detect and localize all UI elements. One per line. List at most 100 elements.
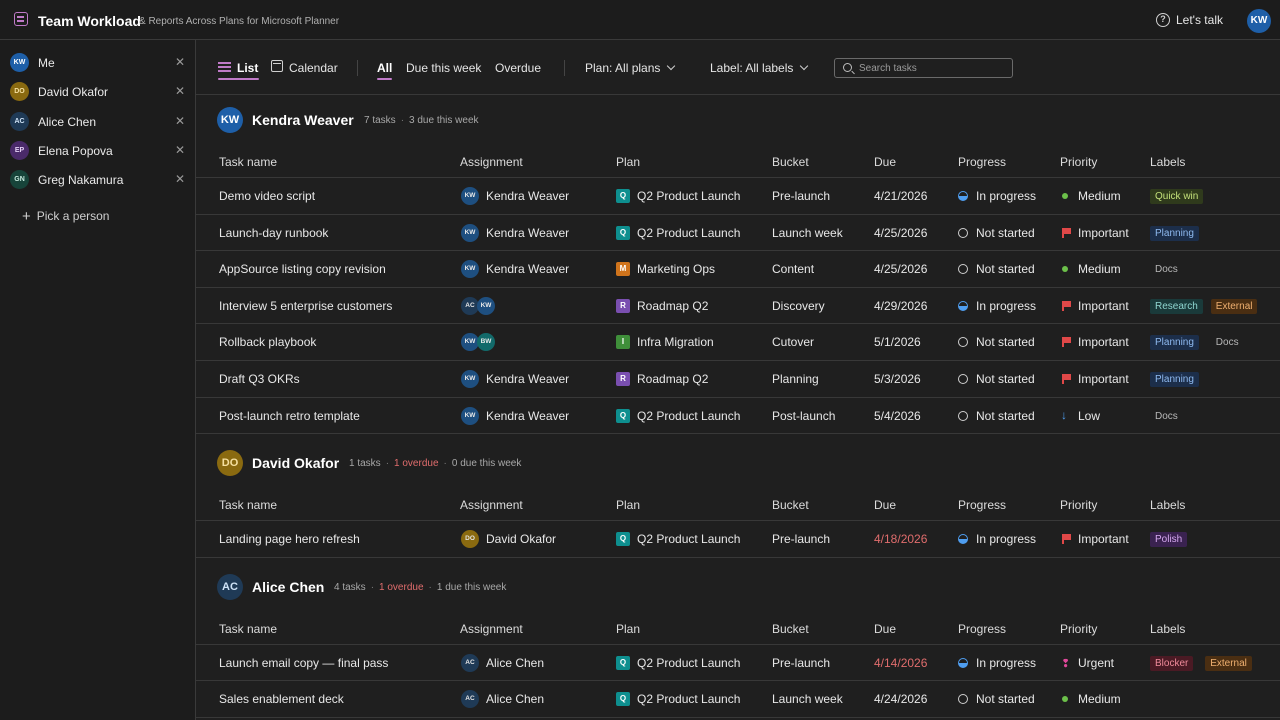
remove-person-icon[interactable]: ✕	[175, 142, 186, 157]
col-task-name-header[interactable]: Task name	[219, 155, 278, 169]
col-plan-header[interactable]: Plan	[616, 155, 641, 169]
due-date: 5/1/2026	[874, 335, 921, 350]
task-row[interactable]: Draft Q3 OKRs KW Kendra Weaver R Roadmap Q2 P…	[196, 361, 1280, 398]
remove-person-icon[interactable]: ✕	[175, 172, 186, 187]
col-plan-header[interactable]: Plan	[616, 621, 641, 636]
remove-person-icon[interactable]: ✕	[175, 84, 186, 99]
due-date: 4/25/2026	[874, 262, 928, 277]
filter-overdue[interactable]: Overdue	[495, 61, 542, 75]
remove-person-icon[interactable]: ✕	[175, 55, 186, 69]
task-name[interactable]: Demo video script	[219, 189, 316, 203]
col-bucket-header[interactable]: Bucket	[772, 621, 809, 636]
col-assignment-header[interactable]: Assignment	[460, 155, 523, 169]
assignee-avatar: AC	[461, 690, 479, 709]
sidebar-person[interactable]: AC Alice Chen ✕	[0, 107, 196, 136]
col-assignment-header[interactable]: Assignment	[460, 621, 523, 636]
col-priority-header[interactable]: Priority	[1060, 621, 1098, 636]
label-filter-dropdown[interactable]: Label: All labels	[710, 61, 809, 75]
col-assignment-header[interactable]: Assignment	[460, 498, 523, 513]
tab-calendar[interactable]: Calendar	[289, 61, 338, 75]
task-name[interactable]: Interview 5 enterprise customers	[219, 298, 393, 313]
plan-name[interactable]: Q2 Product Launch	[637, 225, 741, 240]
plan-name[interactable]: Q2 Product Launch	[637, 655, 741, 670]
task-row[interactable]: Landing page hero refresh DO David Okafor Q…	[196, 521, 1280, 558]
plan-icon: Q	[616, 189, 630, 203]
progress-status: In progress	[976, 298, 1037, 313]
column-header-row: Task name Assignment Plan Bucket Due Progress…	[196, 612, 1280, 645]
plan-name[interactable]: Q2 Product Launch	[637, 408, 741, 423]
plan-name[interactable]: Marketing Ops	[637, 262, 716, 277]
plan-name[interactable]: Q2 Product Launch	[637, 532, 741, 547]
sidebar-person[interactable]: GN Greg Nakamura ✕	[0, 165, 196, 194]
task-name[interactable]: Landing page hero refresh	[219, 532, 360, 547]
due-date: 4/18/2026	[874, 532, 928, 547]
col-progress-header[interactable]: Progress	[958, 155, 1007, 169]
col-bucket-header[interactable]: Bucket	[772, 498, 809, 513]
task-name[interactable]: AppSource listing copy revision	[219, 262, 386, 277]
progress-status: Not started	[976, 262, 1035, 277]
col-bucket-header[interactable]: Bucket	[772, 155, 809, 169]
filter-due-this-week[interactable]: Due this week	[406, 61, 482, 75]
task-row[interactable]: Post-launch retro template KW Kendra Weave…	[196, 398, 1280, 435]
user-avatar[interactable]: KW	[1247, 9, 1271, 33]
col-due-header[interactable]: Due	[874, 498, 897, 513]
task-row[interactable]: AppSource listing copy revision KW Kendra …	[196, 251, 1280, 288]
group-avatar: KW	[217, 107, 243, 133]
col-progress-header[interactable]: Progress	[958, 498, 1007, 513]
flag-icon	[1062, 337, 1071, 348]
col-due-header[interactable]: Due	[874, 621, 897, 636]
task-name[interactable]: Launch-day runbook	[219, 225, 329, 240]
assignee-avatar: KW	[461, 260, 479, 279]
task-row[interactable]: Rollback playbook KW BW I Infra Migration Cut…	[196, 324, 1280, 361]
calendar-icon	[271, 60, 283, 72]
plan-name[interactable]: Roadmap Q2	[637, 372, 709, 386]
search-box[interactable]	[834, 58, 1013, 78]
plan-name[interactable]: Roadmap Q2	[637, 298, 709, 313]
task-row[interactable]: Launch-day runbook KW Kendra Weaver Q Q2 Pro…	[196, 215, 1280, 252]
col-plan-header[interactable]: Plan	[616, 498, 641, 513]
plan-name[interactable]: Infra Migration	[637, 335, 714, 350]
task-label-badge: Docs	[1215, 337, 1239, 349]
sidebar-person[interactable]: KW Me ✕	[0, 48, 196, 77]
col-priority-header[interactable]: Priority	[1060, 498, 1098, 513]
search-icon	[843, 63, 852, 72]
remove-person-icon[interactable]: ✕	[175, 113, 186, 128]
col-due-header[interactable]: Due	[874, 155, 897, 169]
overdue-count: 1 overdue	[379, 581, 424, 593]
col-task-name-header[interactable]: Task name	[219, 621, 278, 636]
task-row[interactable]: Launch email copy — final pass AC Alice Ch…	[196, 645, 1280, 682]
task-row[interactable]: Sales enablement deck AC Alice Chen Q Q2 Pro…	[196, 681, 1280, 718]
task-name[interactable]: Rollback playbook	[219, 335, 317, 350]
col-progress-header[interactable]: Progress	[958, 621, 1007, 636]
plan-name[interactable]: Q2 Product Launch	[637, 189, 741, 203]
group-header: DO David Okafor 1 tasks · 1 overdue · 0 due th…	[196, 438, 1280, 488]
task-name[interactable]: Sales enablement deck	[219, 692, 344, 707]
progress-status: In progress	[976, 532, 1037, 547]
tab-list[interactable]: List	[237, 61, 259, 75]
col-priority-header[interactable]: Priority	[1060, 155, 1098, 169]
col-labels-header[interactable]: Labels	[1150, 498, 1186, 513]
help-icon[interactable]: ?	[1156, 13, 1170, 27]
lets-talk-link[interactable]: Let's talk	[1176, 13, 1223, 27]
filter-all[interactable]: All	[377, 61, 393, 75]
col-labels-header[interactable]: Labels	[1150, 155, 1186, 169]
plan-name[interactable]: Q2 Product Launch	[637, 692, 741, 707]
task-row[interactable]: Interview 5 enterprise customers AC KW R Roa…	[196, 288, 1280, 325]
due-date: 4/24/2026	[874, 692, 928, 707]
label-filter-label: Label: All labels	[710, 61, 794, 75]
task-row[interactable]: Demo video script KW Kendra Weaver Q Q2 Prod…	[196, 178, 1280, 215]
col-task-name-header[interactable]: Task name	[219, 498, 278, 513]
plan-filter-dropdown[interactable]: Plan: All plans	[585, 61, 676, 75]
sidebar-person[interactable]: DO David Okafor ✕	[0, 77, 196, 106]
col-labels-header[interactable]: Labels	[1150, 621, 1186, 636]
pick-person-button[interactable]: + Pick a person	[22, 207, 109, 225]
task-name[interactable]: Post-launch retro template	[219, 408, 360, 423]
sidebar-person[interactable]: EP Elena Popova ✕	[0, 136, 196, 165]
not-started-icon	[958, 374, 968, 384]
bucket-name: Discovery	[772, 298, 825, 313]
search-input[interactable]	[859, 61, 1009, 75]
not-started-icon	[958, 337, 968, 348]
not-started-icon	[958, 410, 968, 421]
task-name[interactable]: Launch email copy — final pass	[219, 655, 389, 670]
task-name[interactable]: Draft Q3 OKRs	[219, 372, 300, 386]
